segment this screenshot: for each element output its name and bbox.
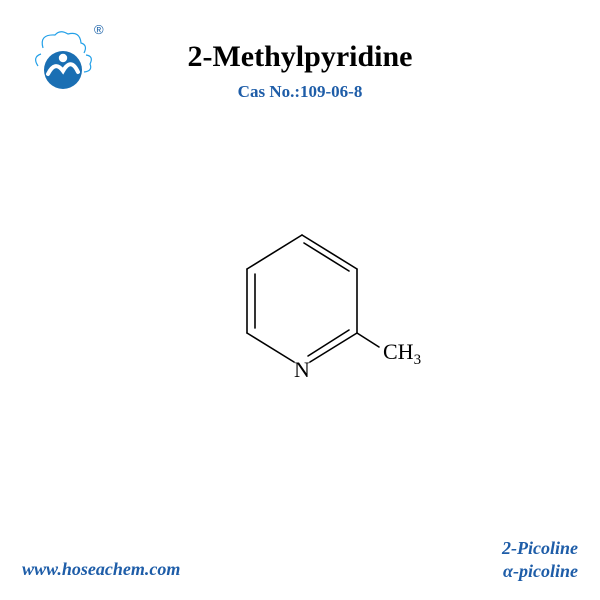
registered-mark: ® xyxy=(94,22,104,37)
footer-synonyms: 2-Picoline α-picoline xyxy=(502,537,578,582)
synonym-1: 2-Picoline xyxy=(502,537,578,560)
cas-number: Cas No.:109-06-8 xyxy=(0,82,600,102)
atom-ch3: CH3 xyxy=(383,339,421,368)
atom-n: N xyxy=(294,357,310,382)
synonym-2: α-picoline xyxy=(502,560,578,583)
footer-url: www.hoseachem.com xyxy=(22,559,180,580)
compound-title: 2-Methylpyridine xyxy=(0,40,600,74)
structure-diagram: N CH3 xyxy=(202,225,402,405)
